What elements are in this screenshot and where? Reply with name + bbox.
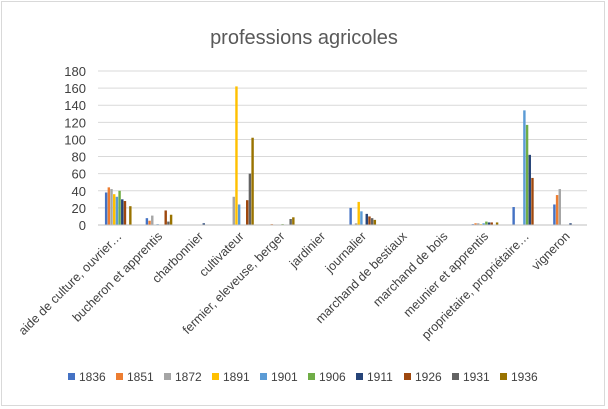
legend-label: 1926	[415, 370, 442, 384]
y-tick-label: 100	[64, 132, 86, 147]
legend-label: 1911	[367, 370, 393, 384]
legend-swatch-1851	[116, 373, 123, 380]
legend-label: 1891	[223, 370, 250, 384]
bar-1872-6	[354, 223, 358, 225]
bar-1836-6	[349, 207, 352, 225]
bar-1926-3	[246, 200, 249, 225]
legend-swatch-1931	[452, 373, 459, 380]
bar-1836-0	[104, 192, 108, 225]
bar-1851-0	[107, 187, 111, 225]
bar-1891-0	[113, 194, 116, 225]
legend-label: 1936	[511, 370, 538, 384]
bar-1936-3	[251, 137, 254, 225]
bar-1911-10	[528, 154, 531, 225]
y-tick-label: 20	[72, 201, 86, 216]
bar-1836-1	[145, 218, 149, 225]
bar-1901-10	[523, 110, 526, 225]
bar-1872-1	[151, 215, 154, 225]
bar-1901-0	[115, 196, 119, 225]
y-tick-label: 160	[64, 81, 86, 96]
y-tick-label: 60	[72, 167, 86, 182]
bar-1926-6	[368, 216, 371, 225]
bar-1891-6	[357, 201, 360, 225]
bar-1836-11	[553, 204, 556, 225]
bar-1911-0	[121, 199, 124, 225]
bar-1906-9	[485, 221, 488, 225]
bar-1911-11	[569, 223, 572, 225]
y-tick-label: 0	[79, 218, 86, 233]
legend-swatch-1872	[164, 373, 171, 380]
bar-1901-9	[482, 223, 485, 225]
y-tick-label: 40	[72, 184, 86, 199]
bar-1851-11	[555, 195, 559, 225]
bar-1872-3	[232, 196, 235, 225]
bars	[104, 86, 572, 226]
legend-label: 1872	[175, 370, 202, 384]
bar-1926-9	[490, 222, 493, 225]
legend-swatch-1936	[500, 373, 507, 380]
bar-1911-2	[202, 223, 205, 225]
legend-swatch-1836	[68, 373, 75, 380]
bar-1906-10	[525, 124, 529, 225]
legend-label: 1836	[79, 370, 106, 384]
bar-1926-1	[164, 210, 167, 225]
y-axis-ticks: 0 20 40 60 80 100 120 140 160 180	[64, 64, 86, 233]
bar-1936-9	[495, 222, 499, 225]
bar-1931-1	[167, 221, 170, 225]
gridlines	[98, 70, 587, 209]
bar-1931-3	[248, 173, 252, 225]
bar-1906-0	[118, 190, 121, 225]
bar-1851-9	[474, 223, 477, 225]
bar-1872-0	[110, 189, 113, 225]
bar-1836-10	[512, 207, 515, 225]
legend-swatch-1906	[308, 373, 315, 380]
bar-1926-10	[531, 177, 534, 225]
y-tick-label: 80	[72, 150, 86, 165]
legend-swatch-1911	[356, 373, 363, 380]
y-tick-label: 180	[64, 64, 86, 79]
bar-1936-4	[292, 217, 295, 225]
bar-1891-3	[235, 86, 238, 226]
bar-1931-4	[289, 219, 292, 225]
x-category-label: vigneron	[529, 229, 573, 273]
legend: 1836 1851 1872 1891 1901 1906 1911 1926 1931 1936	[68, 370, 538, 384]
legend-swatch-1901	[260, 373, 267, 380]
legend-label: 1931	[463, 370, 490, 384]
y-tick-label: 120	[64, 115, 86, 130]
bar-1872-9	[477, 223, 480, 225]
legend-label: 1851	[127, 370, 154, 384]
x-axis-category-labels: aide de culture, ouvrier…bucheron et app…	[16, 229, 573, 343]
x-category-label: jardinier	[286, 229, 328, 271]
legend-label: 1906	[319, 370, 346, 384]
bar-1936-0	[129, 206, 132, 225]
legend-swatch-1926	[404, 373, 411, 380]
bar-1901-6	[360, 211, 363, 225]
y-tick-label: 140	[64, 98, 86, 113]
bar-1926-0	[123, 201, 127, 225]
bar-1911-6	[365, 213, 368, 225]
legend-swatch-1891	[212, 373, 219, 380]
legend-label: 1901	[271, 370, 298, 384]
bar-1936-6	[373, 219, 377, 225]
bar-1851-1	[148, 220, 151, 225]
x-category-label: marchand de bois	[370, 229, 450, 309]
bar-1901-3	[237, 204, 241, 225]
bar-1931-6	[370, 218, 374, 225]
bar-1936-1	[169, 214, 173, 225]
bar-1911-9	[487, 222, 491, 225]
bar-1872-11	[558, 189, 561, 225]
chart-title: professions agricoles	[210, 27, 398, 49]
